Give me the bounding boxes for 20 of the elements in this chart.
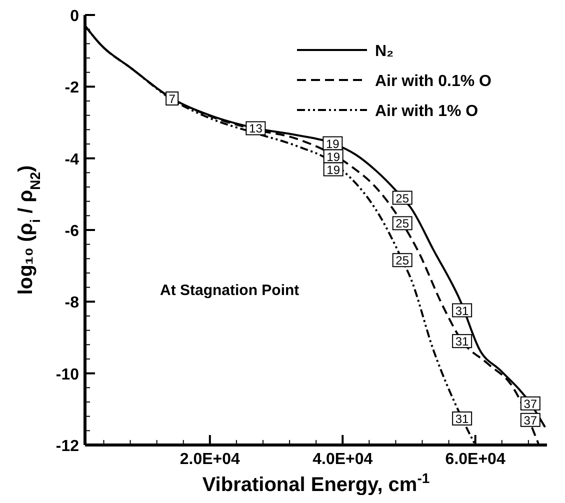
annotation: 19 (326, 162, 340, 177)
annotation: 7 (168, 92, 176, 106)
annotation: 19 (326, 150, 340, 164)
x-tick-label: 4.0E+04 (312, 451, 373, 468)
y-tick-label: -4 (64, 151, 80, 168)
x-tick-label: 2.0E+04 (180, 451, 240, 468)
y-tick-label: -2 (64, 80, 80, 97)
y-tick-label: -8 (64, 294, 80, 312)
annotation: 31 (455, 304, 470, 318)
y-tick-label: 0 (70, 8, 80, 25)
annotation: 37 (524, 413, 538, 428)
y-tick-label: -6 (64, 223, 80, 240)
y-tick-label: -10 (56, 366, 80, 384)
legend-label: Air with 0.1% O (375, 73, 492, 90)
y-tick-label: -12 (56, 438, 80, 455)
legend-label: Air with 1% O (375, 103, 478, 120)
x-tick-label: 6.0E+04 (445, 451, 506, 468)
annotation: At Stagnation Point (160, 282, 300, 299)
legend-label: N₂ (375, 43, 394, 60)
x-axis-title: Vibrational Energy, cm$^{-1}$ (202, 470, 430, 496)
